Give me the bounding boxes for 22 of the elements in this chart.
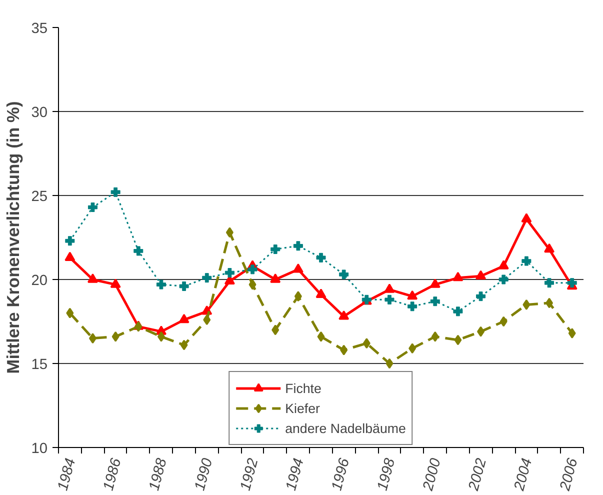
y-tick-label: 20 [31,273,48,289]
y-tick-label: 15 [31,357,48,373]
x-tick-label: 1986 [100,456,125,492]
x-tick-label: 1996 [329,456,354,492]
legend-label: Kiefer [285,400,320,416]
x-tick-label: 2006 [557,456,582,494]
y-tick-label: 35 [31,21,48,37]
x-tick-label: 2002 [466,456,490,494]
x-tick-label: 1992 [238,456,262,492]
y-tick-label: 25 [31,189,48,205]
y-axis-title: Mittlere Kronenverlichtung (in %) [3,101,24,374]
x-tick-label: 2000 [420,456,445,494]
x-tick-label: 2004 [511,456,536,494]
x-tick-label: 1988 [146,456,171,492]
x-tick-label: 1984 [55,456,80,492]
y-tick-label: 30 [31,105,48,121]
x-tick-label: 1990 [192,456,216,492]
x-tick-label: 1998 [374,456,399,492]
legend-label: Fichte [285,380,322,396]
x-tick-label: 1994 [283,456,308,492]
legend-label: andere Nadelbäume [285,420,406,436]
y-tick-label: 10 [31,441,48,457]
